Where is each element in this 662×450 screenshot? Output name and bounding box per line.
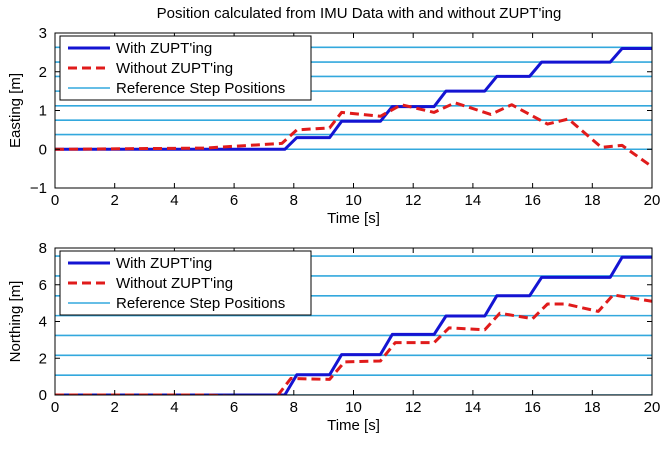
- northing-y-tick-label-2: 4: [39, 314, 47, 331]
- easting-y-tick-label-3: 2: [39, 64, 47, 81]
- easting-x-tick-label-10: 20: [644, 192, 661, 209]
- northing-series-with-zupt-line: [55, 255, 652, 395]
- northing-series-without-zupt-line: [55, 293, 652, 395]
- easting-x-tick-label-4: 8: [290, 192, 298, 209]
- easting-x-tick-label-8: 16: [524, 192, 541, 209]
- easting-series-without-zupt-line: [55, 101, 652, 168]
- northing-x-tick-label-7: 14: [465, 399, 482, 416]
- easting-x-tick-label-7: 14: [465, 192, 482, 209]
- northing-x-tick-label-6: 12: [405, 399, 422, 416]
- northing-y-tick-label-1: 2: [39, 350, 47, 367]
- northing-legend-label-0: With ZUPT'ing: [116, 255, 212, 272]
- northing-x-tick-label-0: 0: [51, 399, 59, 416]
- northing-x-tick-label-9: 18: [584, 399, 601, 416]
- easting-legend-label-2: Reference Step Positions: [116, 80, 285, 97]
- easting-y-axis-label: Easting [m]: [7, 73, 24, 148]
- northing-x-tick-label-8: 16: [524, 399, 541, 416]
- northing-legend-label-2: Reference Step Positions: [116, 295, 285, 312]
- northing-x-tick-label-5: 10: [345, 399, 362, 416]
- easting-x-tick-label-0: 0: [51, 192, 59, 209]
- easting-x-tick-label-9: 18: [584, 192, 601, 209]
- easting-legend-label-1: Without ZUPT'ing: [116, 60, 233, 77]
- easting-y-tick-label-1: 0: [39, 141, 47, 158]
- northing-y-tick-label-3: 6: [39, 277, 47, 294]
- northing-x-tick-label-4: 8: [290, 399, 298, 416]
- easting-x-tick-label-1: 2: [111, 192, 119, 209]
- northing-x-tick-label-3: 6: [230, 399, 238, 416]
- northing-y-tick-label-0: 0: [39, 387, 47, 404]
- northing-x-tick-label-1: 2: [111, 399, 119, 416]
- figure-title: Position calculated from IMU Data with a…: [157, 5, 562, 22]
- easting-x-tick-label-5: 10: [345, 192, 362, 209]
- northing-y-tick-label-4: 8: [39, 240, 47, 257]
- easting-y-tick-label-2: 1: [39, 103, 47, 120]
- northing-plot: 0 2 4 6 8 10 12 14 16 18 20 0 2 4 6 8 Time [s] Northing […: [7, 240, 660, 434]
- easting-legend-label-0: With ZUPT'ing: [116, 40, 212, 57]
- easting-x-tick-label-6: 12: [405, 192, 422, 209]
- northing-x-tick-label-2: 4: [170, 399, 178, 416]
- easting-x-tick-label-3: 6: [230, 192, 238, 209]
- easting-x-tick-label-2: 4: [170, 192, 178, 209]
- northing-legend-label-1: Without ZUPT'ing: [116, 275, 233, 292]
- easting-y-tick-label-4: 3: [39, 25, 47, 42]
- easting-series-with-zupt-line: [55, 47, 652, 151]
- northing-x-tick-label-10: 20: [644, 399, 661, 416]
- northing-x-axis-label: Time [s]: [327, 417, 380, 434]
- easting-x-axis-label: Time [s]: [327, 210, 380, 227]
- easting-y-tick-label-0: −1: [30, 180, 47, 197]
- northing-y-axis-label: Northing [m]: [7, 281, 24, 363]
